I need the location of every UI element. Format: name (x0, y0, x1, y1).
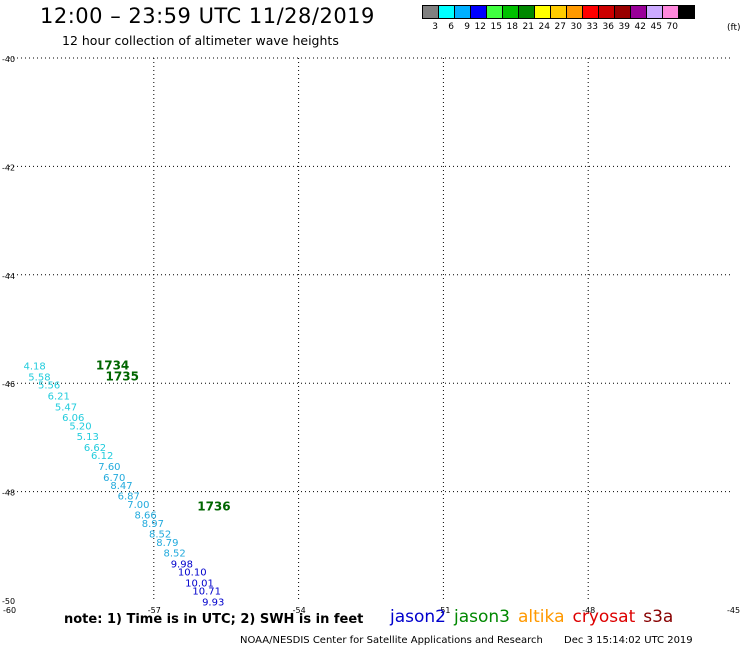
color-scale-label: 12 (474, 22, 486, 32)
longitude-label: -45 (727, 606, 740, 615)
swh-value: 5.13 (77, 432, 99, 443)
swh-value: 9.93 (202, 597, 224, 608)
swh-value: 6.21 (48, 391, 70, 402)
color-scale-labels: 3 6 9 12 15 18 21 24 27 30 33 36 39 42 45 70 (422, 22, 694, 32)
longitude-label: -48 (582, 606, 595, 615)
color-scale-label: 9 (464, 22, 470, 32)
color-scale-label: 45 (650, 22, 662, 32)
pass-time-label: 1735 (106, 369, 139, 383)
graticule (9, 57, 733, 600)
satellite-legend-item: jason3 (454, 607, 510, 627)
pass-time-label: 1734 (96, 359, 129, 373)
axis-labels: -40 -42 -44 -46 -48 -50-60 -57 -54 -51 -48 -45 (2, 55, 740, 615)
wave-height-track: 4.185.585.566.215.476.065.205.136.626.12… (23, 362, 224, 609)
latitude-label: -48 (2, 489, 15, 498)
longitude-label: -51 (437, 606, 450, 615)
color-swatch (678, 5, 695, 19)
swh-value: 7.00 (127, 500, 149, 511)
swh-value: 6.62 (84, 443, 106, 454)
latitude-label: -40 (2, 55, 15, 64)
satellite-legend-item: s3a (643, 607, 674, 627)
swh-value: 5.20 (69, 421, 91, 432)
footer-credit: NOAA/NESDIS Center for Satellite Applica… (240, 635, 543, 646)
color-scale-label: 6 (448, 22, 454, 32)
satellite-legend: jason2 jason3 altika cryosat s3a (390, 607, 681, 627)
swh-value: 4.18 (23, 362, 45, 373)
swh-value: 6.87 (118, 492, 140, 503)
color-scale-legend: 3 6 9 12 15 18 21 24 27 30 33 36 39 42 45 70 (ft) (422, 5, 740, 33)
color-scale-label: 27 (554, 22, 566, 32)
latitude-label: -42 (2, 163, 15, 172)
color-scale-label: 15 (490, 22, 502, 32)
swh-value: 9.98 (171, 559, 193, 570)
color-scale-label: 24 (538, 22, 550, 32)
pass-time-label: 1736 (197, 500, 230, 514)
satellite-legend-item: jason2 (390, 607, 446, 627)
satellite-legend-item: cryosat (572, 607, 636, 627)
swh-value: 7.60 (98, 462, 120, 473)
latitude-label: -44 (2, 272, 15, 281)
swh-value: 8.79 (156, 538, 178, 549)
color-scale-label: 39 (618, 22, 630, 32)
swh-value: 8.52 (149, 530, 171, 541)
color-scale-label: 42 (634, 22, 646, 32)
color-scale-swatches (422, 5, 695, 19)
swh-value: 5.58 (28, 372, 50, 383)
color-scale-label: 3 (432, 22, 438, 32)
swh-value: 6.06 (62, 413, 84, 424)
map-title: 12:00 – 23:59 UTC 11/28/2019 (40, 4, 375, 28)
longitude-label: -54 (293, 606, 306, 615)
swh-value: 10.71 (192, 587, 221, 598)
swh-value: 6.12 (91, 451, 113, 462)
longitude-label: -57 (148, 606, 161, 615)
footer-timestamp: Dec 3 15:14:02 UTC 2019 (564, 635, 693, 646)
swh-value: 5.56 (38, 381, 60, 392)
map-subtitle: 12 hour collection of altimeter wave hei… (62, 33, 339, 48)
latitude-label: -50 (2, 597, 15, 606)
footer: NOAA/NESDIS Center for Satellite Applica… (240, 635, 693, 646)
longitude-label: -60 (3, 606, 16, 615)
color-scale-label: 21 (522, 22, 534, 32)
swh-value: 10.10 (178, 568, 207, 579)
color-scale-label: 33 (586, 22, 598, 32)
map-note: note: 1) Time is in UTC; 2) SWH is in fe… (64, 612, 364, 627)
satellite-legend-item: altika (518, 607, 565, 627)
swh-value: 10.01 (185, 578, 214, 589)
color-scale-label: 30 (570, 22, 582, 32)
swh-value: 5.47 (55, 402, 77, 413)
color-scale-label: 36 (602, 22, 614, 32)
latitude-label: -46 (2, 380, 15, 389)
swh-value: 6.70 (103, 473, 125, 484)
swh-value: 8.97 (142, 519, 164, 530)
swh-value: 8.66 (134, 511, 156, 522)
swh-value: 8.52 (163, 549, 185, 560)
color-scale-label: 18 (506, 22, 518, 32)
swh-value: 8.47 (110, 481, 132, 492)
color-scale-unit: (ft) (727, 23, 740, 33)
color-scale-label: 70 (666, 22, 678, 32)
